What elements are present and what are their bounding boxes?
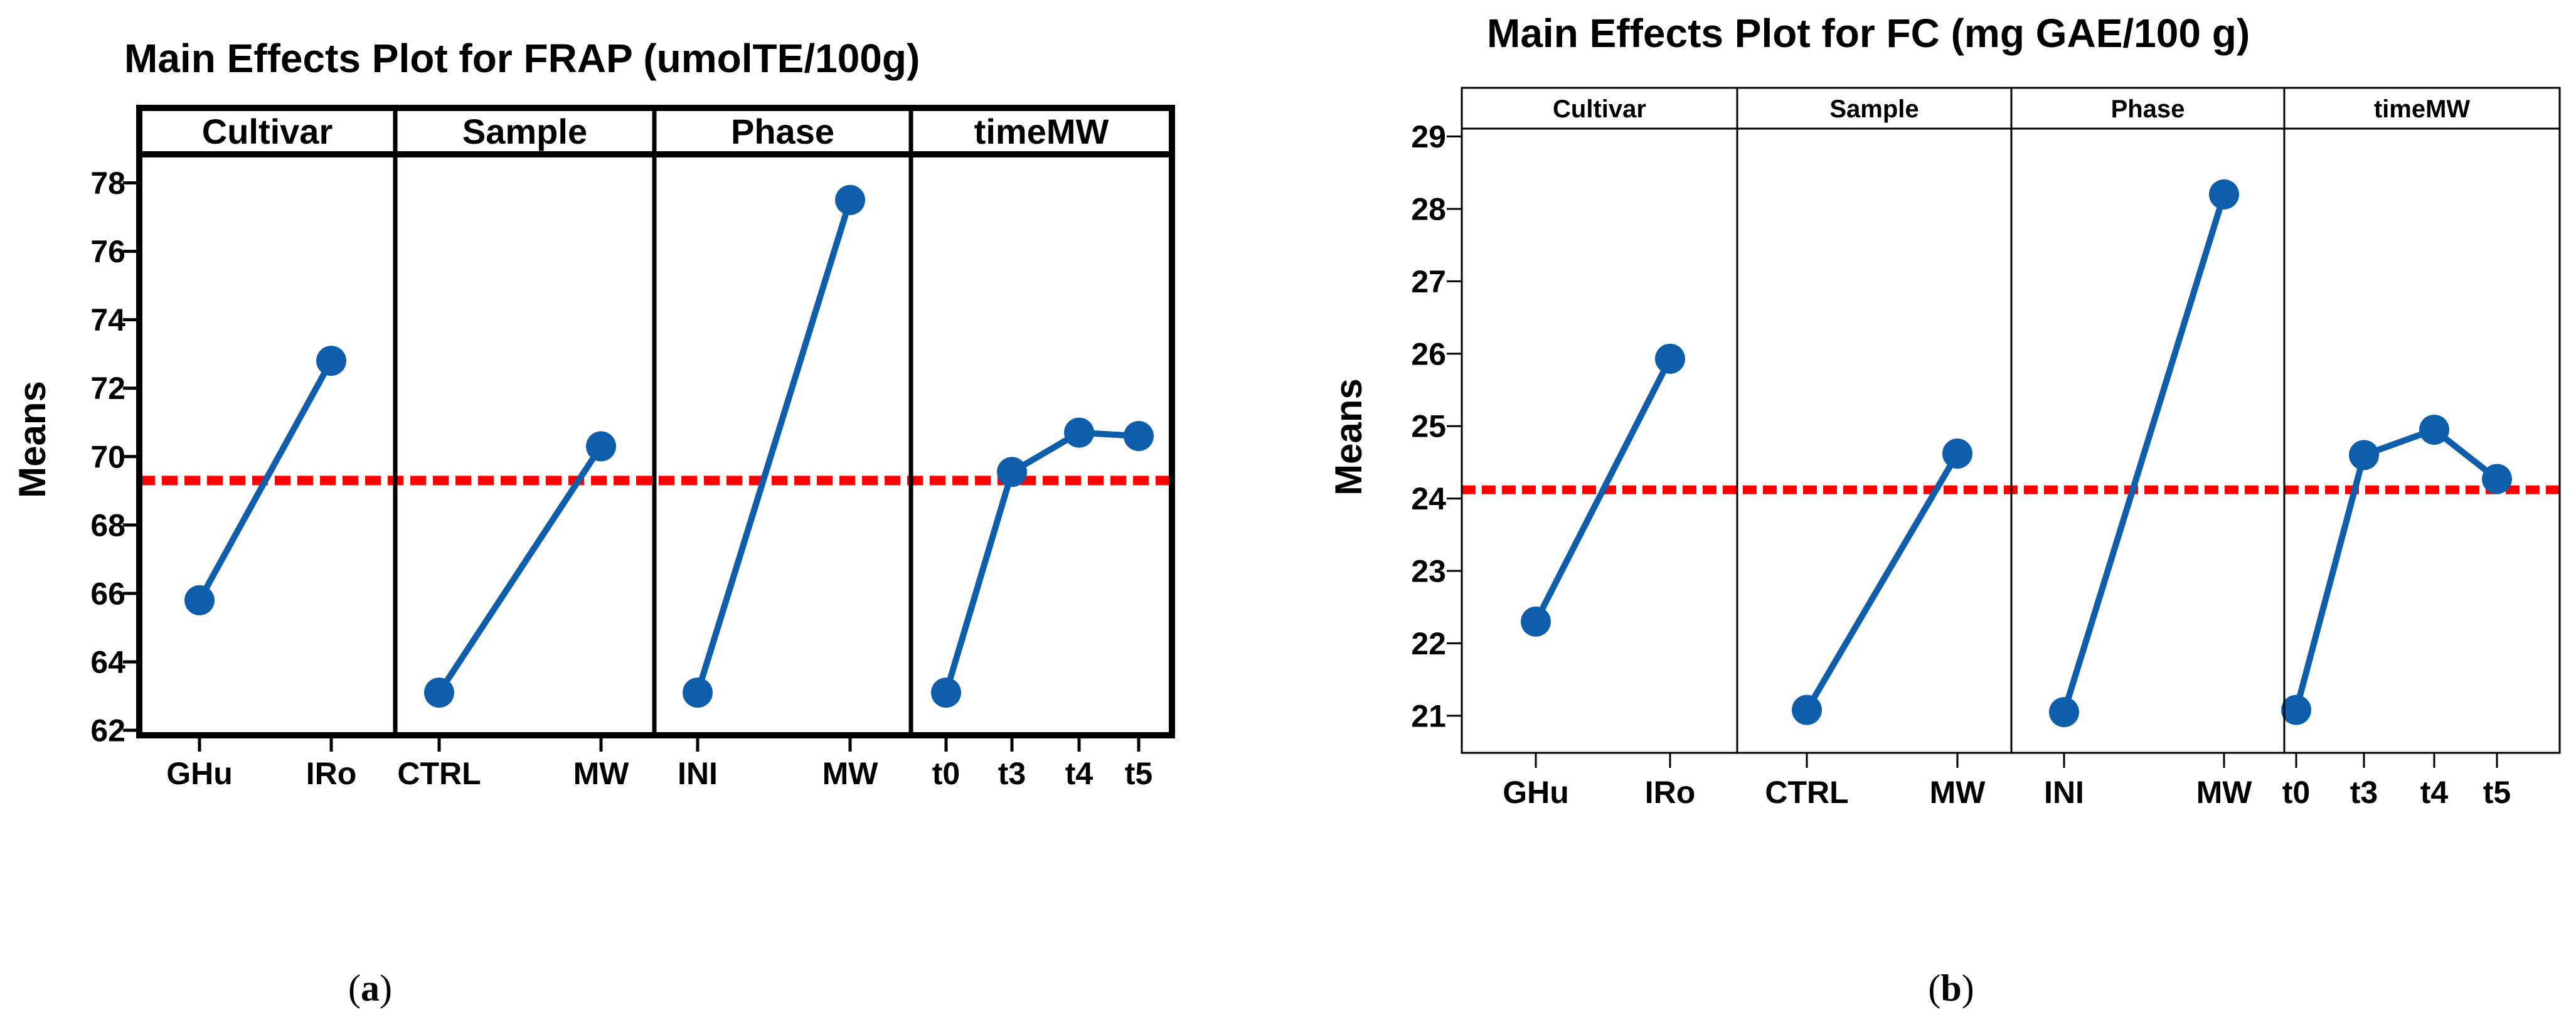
data-point [1655,343,1685,374]
x-level-label: INI [2044,775,2084,810]
x-level-label: INI [678,756,718,791]
y-tick-label: 66 [90,576,125,611]
x-level-label: t3 [2350,775,2378,810]
y-tick-label: 26 [1411,336,1446,371]
y-tick-label: 76 [90,234,125,269]
data-point [683,678,713,708]
data-point [1124,421,1154,452]
series-line [2061,193,2227,713]
data-point [2419,414,2449,445]
data-point [1942,439,1972,469]
y-tick-label: 24 [1411,481,1446,516]
caption-open-paren: ( [348,967,361,1009]
x-level-label: MW [573,756,630,791]
y-tick-label: 25 [1411,409,1446,444]
x-level-label: t3 [998,756,1026,791]
chart-fc: Main Effects Plot for FC (mg GAE/100 g) M… [1328,11,2561,1009]
y-tick-label: 28 [1411,191,1446,226]
factor-label: Cultivar [202,112,333,151]
x-level-label: t5 [1125,756,1152,791]
x-level-label: IRo [1645,775,1696,810]
panel-cultivar: Cultivar GHu IRo [166,112,356,791]
caption-close-paren: ) [380,967,392,1009]
x-level-label: t4 [2420,775,2449,810]
factor-label: timeMW [2374,95,2471,123]
data-point [2349,440,2379,471]
y-tick-label: 23 [1411,554,1446,589]
series-line [2293,426,2499,711]
factor-label: Phase [2111,95,2185,123]
y-tick-label: 62 [90,713,125,748]
data-point [2209,179,2239,210]
y-tick-label: 68 [90,508,125,543]
y-tick-label: 21 [1411,698,1446,733]
data-point [316,346,346,376]
x-level-label: MW [1930,775,1986,810]
series-line [196,359,334,602]
factor-label: Sample [1829,95,1919,123]
chart-title: Main Effects Plot for FRAP (umolTE/100g) [124,36,920,81]
panel-sample: Sample CTRL MW [1765,95,1986,810]
x-level-label: t5 [2483,775,2511,810]
data-point [184,585,215,615]
data-point [1521,606,1551,637]
caption-letter: a [361,967,380,1009]
panel-phase: Phase INI MW [678,112,878,791]
data-point [2049,697,2079,728]
panel-timemw: timeMW t0 t3 t4 t5 [931,112,1154,791]
caption-letter: b [1940,967,1961,1009]
x-level-label: CTRL [397,756,481,791]
x-level-label: IRo [306,756,357,791]
y-tick-label: 64 [90,644,125,679]
data-point [2281,694,2311,725]
data-point [997,457,1027,487]
data-point [586,431,616,462]
y-tick-label: 78 [90,166,125,201]
x-level-label: MW [2196,775,2253,810]
x-level-label: t0 [2282,775,2310,810]
y-axis-label: Means [1328,378,1370,496]
data-point [835,184,865,215]
factor-label: Sample [462,112,587,151]
factor-label: Cultivar [1553,95,1646,123]
subfigure-caption: (a) [348,967,392,1009]
data-point [2482,464,2512,494]
caption-close-paren: ) [1962,967,1974,1009]
x-level-label: GHu [166,756,233,791]
x-level-label: MW [822,756,879,791]
panel-cultivar: Cultivar GHu IRo [1503,95,1695,810]
x-level-label: CTRL [1765,775,1848,810]
data-point [1064,417,1094,448]
y-tick-label: 29 [1411,119,1446,154]
y-axis-label: Means [11,381,53,498]
y-tick-label: 27 [1411,264,1446,299]
data-point [931,678,961,708]
panel-sample: Sample CTRL MW [397,112,629,791]
data-point [424,678,454,708]
data-point [1792,694,1822,725]
x-level-label: GHu [1503,775,1569,810]
series-line [695,199,853,694]
factor-label: timeMW [974,112,1109,151]
subfigure-caption: (b) [1928,967,1974,1009]
series-line [436,444,604,694]
y-tick-label: 74 [90,302,125,338]
y-tick-label: 72 [90,371,125,406]
panel-phase: Phase INI MW [2044,95,2252,810]
y-tick-label: 70 [90,439,125,474]
y-tick-label: 22 [1411,626,1446,661]
x-level-label: t0 [932,756,960,791]
panel-timemw: timeMW t0 t3 t4 t5 [2281,95,2512,810]
chart-title: Main Effects Plot for FC (mg GAE/100 g) [1487,11,2250,56]
caption-open-paren: ( [1928,967,1940,1009]
series-line [943,429,1139,694]
factor-label: Phase [731,112,834,151]
series-line [1804,452,1961,712]
x-level-label: t4 [1065,756,1094,791]
series-line [1533,357,1673,624]
chart-frap: Main Effects Plot for FRAP (umolTE/100g)… [11,36,1175,1009]
